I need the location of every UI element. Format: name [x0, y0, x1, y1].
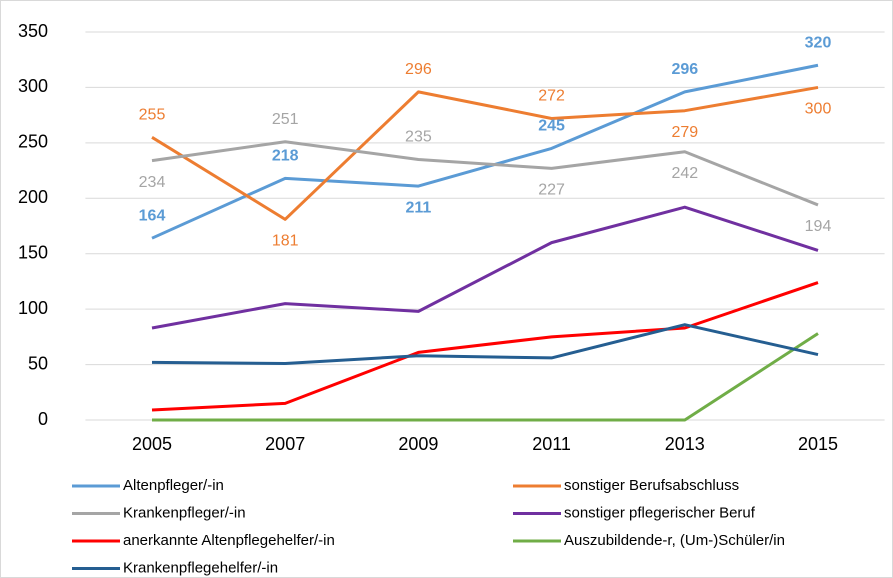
data-label: 279: [671, 124, 698, 141]
data-label: 300: [805, 101, 832, 118]
data-label: 296: [671, 61, 698, 78]
series-line: [152, 332, 819, 422]
data-label: 181: [272, 233, 299, 250]
x-tick-label: 2013: [665, 434, 705, 454]
series-line: [151, 85, 819, 221]
data-label: 218: [272, 148, 299, 165]
legend-label: sonstiger Berufsabschluss: [564, 477, 739, 494]
data-label: 242: [671, 165, 698, 182]
y-tick-label: 0: [38, 409, 48, 429]
legend-label: Krankenpflegehelfer/-in: [123, 559, 278, 576]
y-tick-label: 250: [18, 132, 48, 152]
legend-label: sonstiger pflegerischer Beruf: [564, 504, 756, 521]
data-label: 245: [538, 118, 565, 135]
legend-label: Altenpfleger/-in: [123, 477, 224, 494]
x-tick-label: 2015: [798, 434, 838, 454]
x-tick-label: 2009: [398, 434, 438, 454]
legend-label: Auszubildende-r, (Um-)Schüler/in: [564, 532, 785, 549]
y-tick-label: 350: [18, 21, 48, 41]
y-tick-label: 150: [18, 242, 48, 262]
data-label: 255: [139, 107, 166, 124]
series-line: [151, 140, 819, 207]
data-label: 296: [405, 61, 432, 78]
data-label: 194: [805, 218, 832, 235]
data-label: 272: [538, 88, 565, 105]
series-line: [151, 205, 819, 330]
series-line: [151, 281, 819, 412]
data-label: 320: [805, 34, 832, 51]
data-label: 234: [139, 174, 166, 191]
data-label: 251: [272, 111, 299, 128]
y-tick-label: 300: [18, 76, 48, 96]
data-label: 227: [538, 182, 565, 199]
y-tick-label: 50: [28, 353, 48, 373]
series-line: [151, 323, 819, 365]
x-tick-label: 2005: [132, 434, 172, 454]
series-line: [151, 63, 819, 240]
data-label: 211: [405, 199, 431, 216]
legend-label: Krankenpfleger/-in: [123, 504, 246, 521]
x-tick-label: 2007: [265, 434, 305, 454]
x-tick-label: 2011: [532, 434, 571, 454]
data-label: 164: [139, 207, 166, 224]
legend-label: anerkannte Altenpflegehelfer/-in: [123, 532, 335, 549]
y-tick-label: 200: [18, 187, 48, 207]
y-tick-label: 100: [18, 298, 48, 318]
data-label: 235: [405, 129, 432, 146]
